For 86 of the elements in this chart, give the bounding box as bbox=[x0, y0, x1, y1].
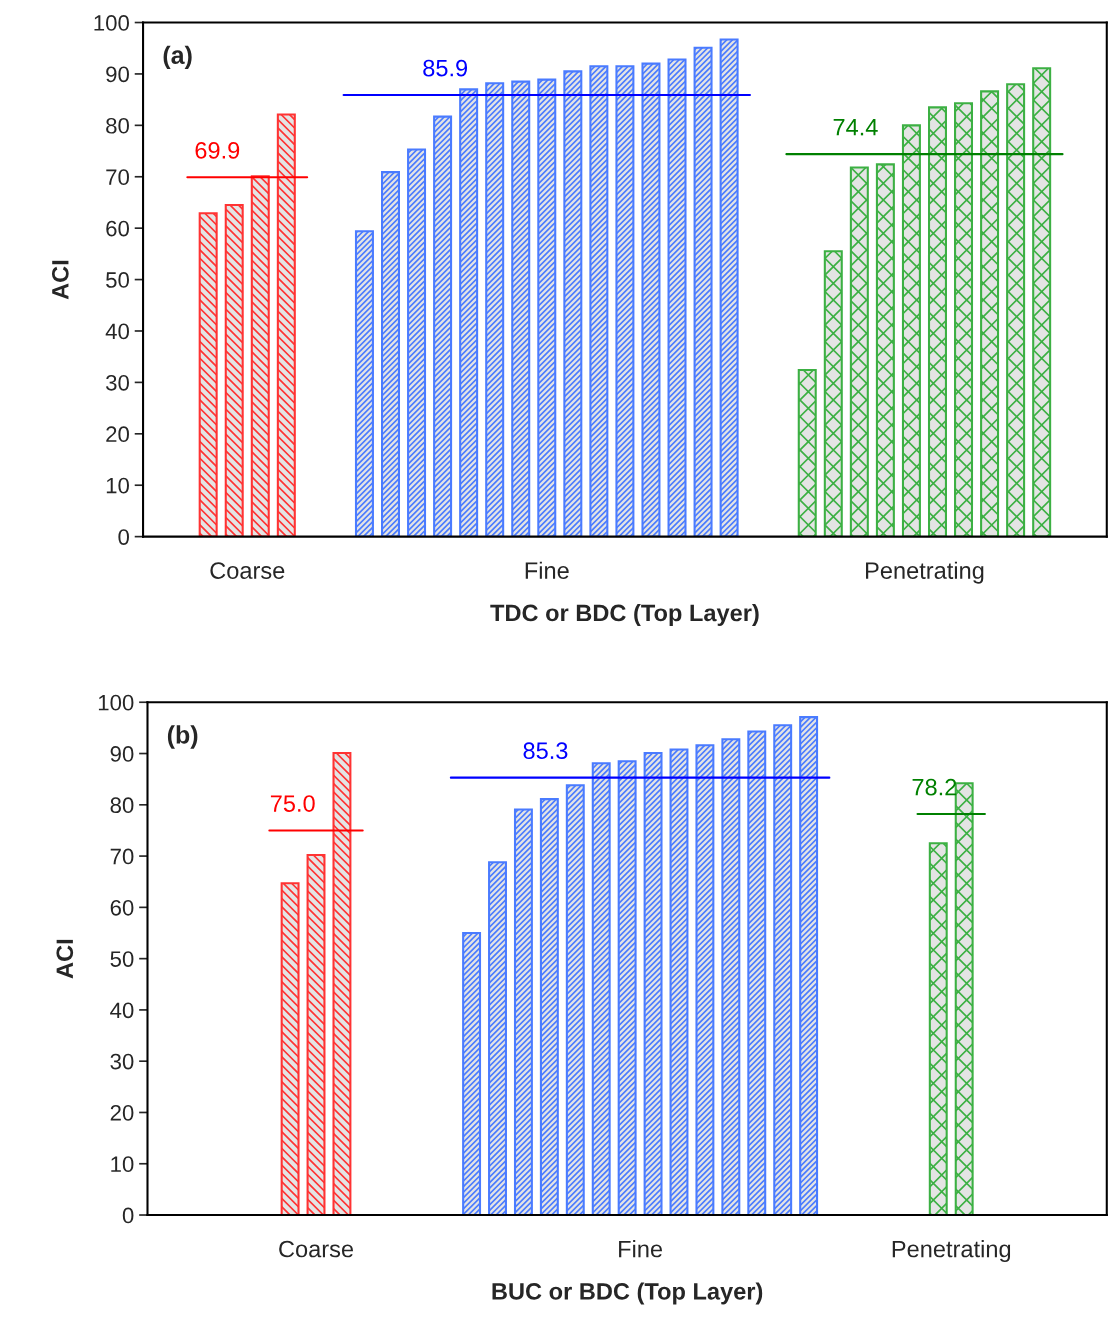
bar bbox=[1032, 67, 1052, 537]
y-axis-title: ACI bbox=[56, 939, 74, 979]
bar bbox=[591, 762, 611, 1216]
bar bbox=[224, 203, 244, 537]
y-tick-label: 90 bbox=[106, 66, 129, 83]
bar bbox=[589, 65, 609, 537]
bar bbox=[537, 78, 557, 537]
bar bbox=[276, 113, 296, 537]
y-tick-label: 20 bbox=[106, 426, 129, 443]
bar bbox=[280, 882, 300, 1216]
bar bbox=[643, 751, 663, 1216]
y-tick-label: 50 bbox=[110, 951, 134, 967]
bar bbox=[407, 148, 427, 537]
bar bbox=[198, 212, 218, 537]
y-axis-title: ACI bbox=[51, 260, 69, 300]
bar bbox=[354, 230, 374, 537]
series-label: Coarse bbox=[279, 1240, 354, 1258]
bar bbox=[773, 724, 793, 1216]
y-tick-label: 10 bbox=[106, 477, 129, 494]
y-tick-label: 80 bbox=[106, 117, 129, 134]
bar bbox=[462, 931, 482, 1216]
bar bbox=[954, 102, 974, 537]
y-tick-label: 60 bbox=[110, 899, 134, 916]
bar bbox=[306, 854, 326, 1216]
y-tick-label: 100 bbox=[94, 15, 129, 31]
y-tick-label: 20 bbox=[110, 1105, 134, 1121]
bar bbox=[799, 716, 819, 1216]
y-tick-label: 10 bbox=[111, 1156, 134, 1173]
bar bbox=[927, 106, 947, 537]
y-tick-label: 30 bbox=[106, 374, 129, 391]
bar bbox=[823, 250, 843, 537]
series-label: Fine bbox=[525, 561, 569, 579]
y-tick-label: 90 bbox=[110, 746, 134, 762]
bar bbox=[332, 751, 352, 1216]
series-label: Coarse bbox=[210, 562, 285, 579]
bar bbox=[513, 808, 533, 1216]
bar bbox=[511, 80, 531, 537]
bar bbox=[721, 738, 741, 1216]
bar bbox=[459, 88, 479, 537]
bar bbox=[875, 163, 895, 537]
y-tick-label: 30 bbox=[110, 1053, 134, 1070]
ref-line-label: 75.0 bbox=[270, 795, 315, 812]
text: (a) bbox=[163, 45, 192, 69]
ref-line-label: 74.4 bbox=[833, 119, 878, 136]
bar bbox=[565, 784, 585, 1216]
y-tick-label: 70 bbox=[106, 169, 129, 186]
text: (b) bbox=[167, 725, 198, 749]
y-tick-label: 0 bbox=[118, 529, 129, 545]
bar bbox=[980, 90, 1000, 537]
bar bbox=[617, 760, 637, 1216]
y-tick-label: 80 bbox=[110, 797, 134, 814]
bar bbox=[747, 730, 767, 1216]
bar bbox=[563, 70, 583, 537]
y-tick-label: 60 bbox=[106, 220, 129, 237]
bar bbox=[488, 861, 507, 1216]
bar bbox=[901, 124, 921, 537]
series-label: Penetrating bbox=[866, 561, 984, 584]
y-tick-label: 0 bbox=[122, 1207, 134, 1224]
bar bbox=[849, 166, 869, 537]
bar bbox=[485, 82, 505, 537]
bar bbox=[433, 115, 453, 537]
bar bbox=[667, 58, 687, 537]
ref-line-label: 85.9 bbox=[423, 59, 468, 77]
x-axis-title: BUC or BDC (Top Layer) bbox=[492, 1282, 763, 1305]
x-axis-title: TDC or BDC (Top Layer) bbox=[490, 603, 759, 626]
ref-line-label: 85.3 bbox=[523, 742, 568, 760]
y-tick-label: 40 bbox=[110, 1002, 134, 1019]
bar bbox=[669, 748, 689, 1216]
series-label: Penetrating bbox=[892, 1240, 1011, 1263]
bar bbox=[693, 46, 713, 537]
bar bbox=[797, 369, 817, 537]
bar bbox=[641, 62, 661, 537]
bar bbox=[928, 842, 948, 1216]
y-tick-label: 100 bbox=[98, 694, 134, 711]
y-tick-label: 40 bbox=[105, 323, 129, 340]
ref-line-label: 69.9 bbox=[195, 141, 240, 159]
bar bbox=[695, 744, 715, 1216]
series-label: Fine bbox=[619, 1240, 663, 1258]
bar bbox=[615, 65, 635, 537]
bar bbox=[719, 38, 739, 537]
bar bbox=[1006, 83, 1026, 537]
bar bbox=[539, 798, 559, 1216]
bar bbox=[381, 171, 401, 537]
bar bbox=[250, 175, 270, 537]
y-tick-label: 70 bbox=[110, 848, 134, 865]
y-tick-label: 50 bbox=[106, 272, 129, 288]
